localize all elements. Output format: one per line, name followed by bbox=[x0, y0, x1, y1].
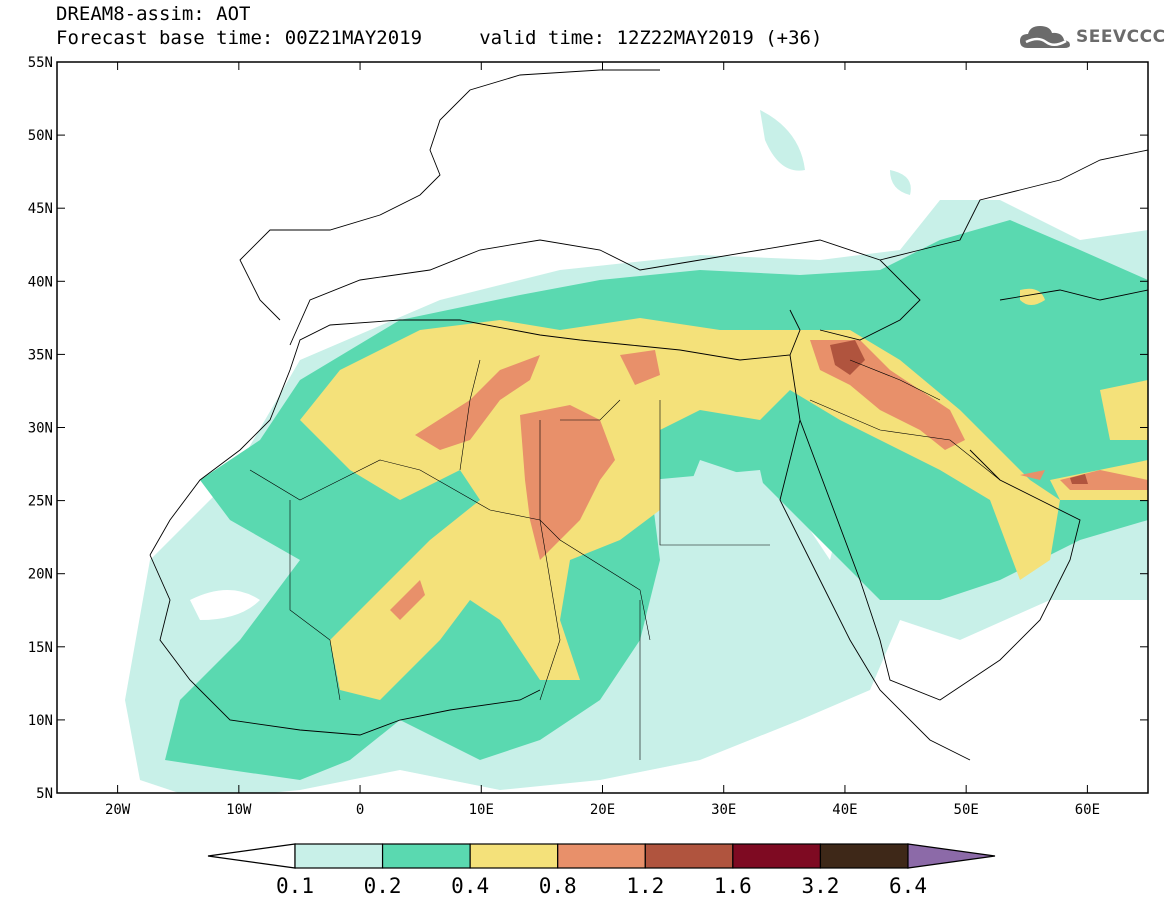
seevccc-logo: SEEVCCC bbox=[1018, 22, 1165, 52]
aot-contour-1.2-gulf bbox=[1070, 474, 1088, 484]
lon-label: 20W bbox=[105, 802, 131, 818]
lat-label: 10N bbox=[28, 713, 53, 729]
lon-label: 10E bbox=[469, 802, 494, 818]
colorbar-swatch bbox=[381, 843, 471, 869]
aot-contour-0.8-central bbox=[520, 405, 615, 560]
colorbar-labels: 0.1 0.2 0.4 0.8 1.2 1.6 3.2 6.4 bbox=[276, 874, 927, 898]
lat-label: 30N bbox=[28, 421, 53, 437]
longitude-axis: 20W 10W 0 10E 20E 30E 40E 50E 60E bbox=[105, 62, 1100, 818]
lon-label: 60E bbox=[1075, 802, 1100, 818]
colorbar-label: 1.6 bbox=[714, 874, 752, 898]
latitude-axis: 5N 10N 15N 20N 25N 30N 35N 40N 45N 50N 55N bbox=[28, 55, 1148, 802]
lon-label: 10W bbox=[226, 802, 252, 818]
lat-label: 55N bbox=[28, 55, 53, 71]
colorbar-swatch bbox=[819, 843, 909, 869]
aot-contour-0.4 bbox=[300, 318, 1060, 700]
lat-label: 50N bbox=[28, 128, 53, 144]
colorbar-label: 1.2 bbox=[626, 874, 664, 898]
colorbar-label: 0.2 bbox=[364, 874, 402, 898]
aot-clear-interior bbox=[650, 470, 780, 600]
lat-label: 45N bbox=[28, 201, 53, 217]
aot-contour-1.2 bbox=[830, 340, 865, 375]
coastlines bbox=[149, 69, 1148, 761]
aot-contour-0.8 bbox=[415, 355, 540, 450]
lon-label: 30E bbox=[711, 802, 736, 818]
cloud-icon bbox=[1020, 26, 1070, 48]
colorbar-label: 3.2 bbox=[801, 874, 839, 898]
colorbar bbox=[207, 843, 996, 869]
aot-contour-0.8-sahel bbox=[390, 580, 425, 620]
forecast-times: Forecast base time: 00Z21MAY2019 valid t… bbox=[56, 27, 823, 49]
lat-label: 35N bbox=[28, 347, 53, 363]
lat-label: 25N bbox=[28, 494, 53, 510]
lon-label: 20E bbox=[590, 802, 615, 818]
aot-contour-0.1-north bbox=[760, 110, 911, 195]
colorbar-swatch bbox=[732, 843, 822, 869]
colorbar-under-triangle bbox=[207, 843, 296, 869]
lon-label: 40E bbox=[832, 802, 857, 818]
aot-clear-west bbox=[190, 590, 260, 620]
colorbar-swatch bbox=[644, 843, 734, 869]
lat-label: 5N bbox=[36, 786, 53, 802]
chart-title: DREAM8-assim: AOT bbox=[56, 3, 251, 25]
lat-label: 40N bbox=[28, 274, 53, 290]
colorbar-label: 0.1 bbox=[276, 874, 314, 898]
country-borders bbox=[249, 359, 1001, 760]
lat-label: 15N bbox=[28, 640, 53, 656]
lon-label: 0 bbox=[356, 802, 364, 818]
colorbar-swatch bbox=[469, 843, 559, 869]
colorbar-label: 0.8 bbox=[539, 874, 577, 898]
colorbar-over-triangle bbox=[907, 843, 996, 869]
logo-text: SEEVCCC bbox=[1076, 27, 1165, 47]
lat-label: 20N bbox=[28, 567, 53, 583]
colorbar-label: 6.4 bbox=[889, 874, 927, 898]
lon-label: 50E bbox=[954, 802, 979, 818]
aot-field bbox=[125, 69, 1148, 793]
aot-contour-0.8-east-med bbox=[620, 350, 660, 385]
colorbar-label: 0.4 bbox=[451, 874, 489, 898]
colorbar-swatch bbox=[557, 843, 646, 869]
colorbar-swatch bbox=[294, 843, 384, 869]
